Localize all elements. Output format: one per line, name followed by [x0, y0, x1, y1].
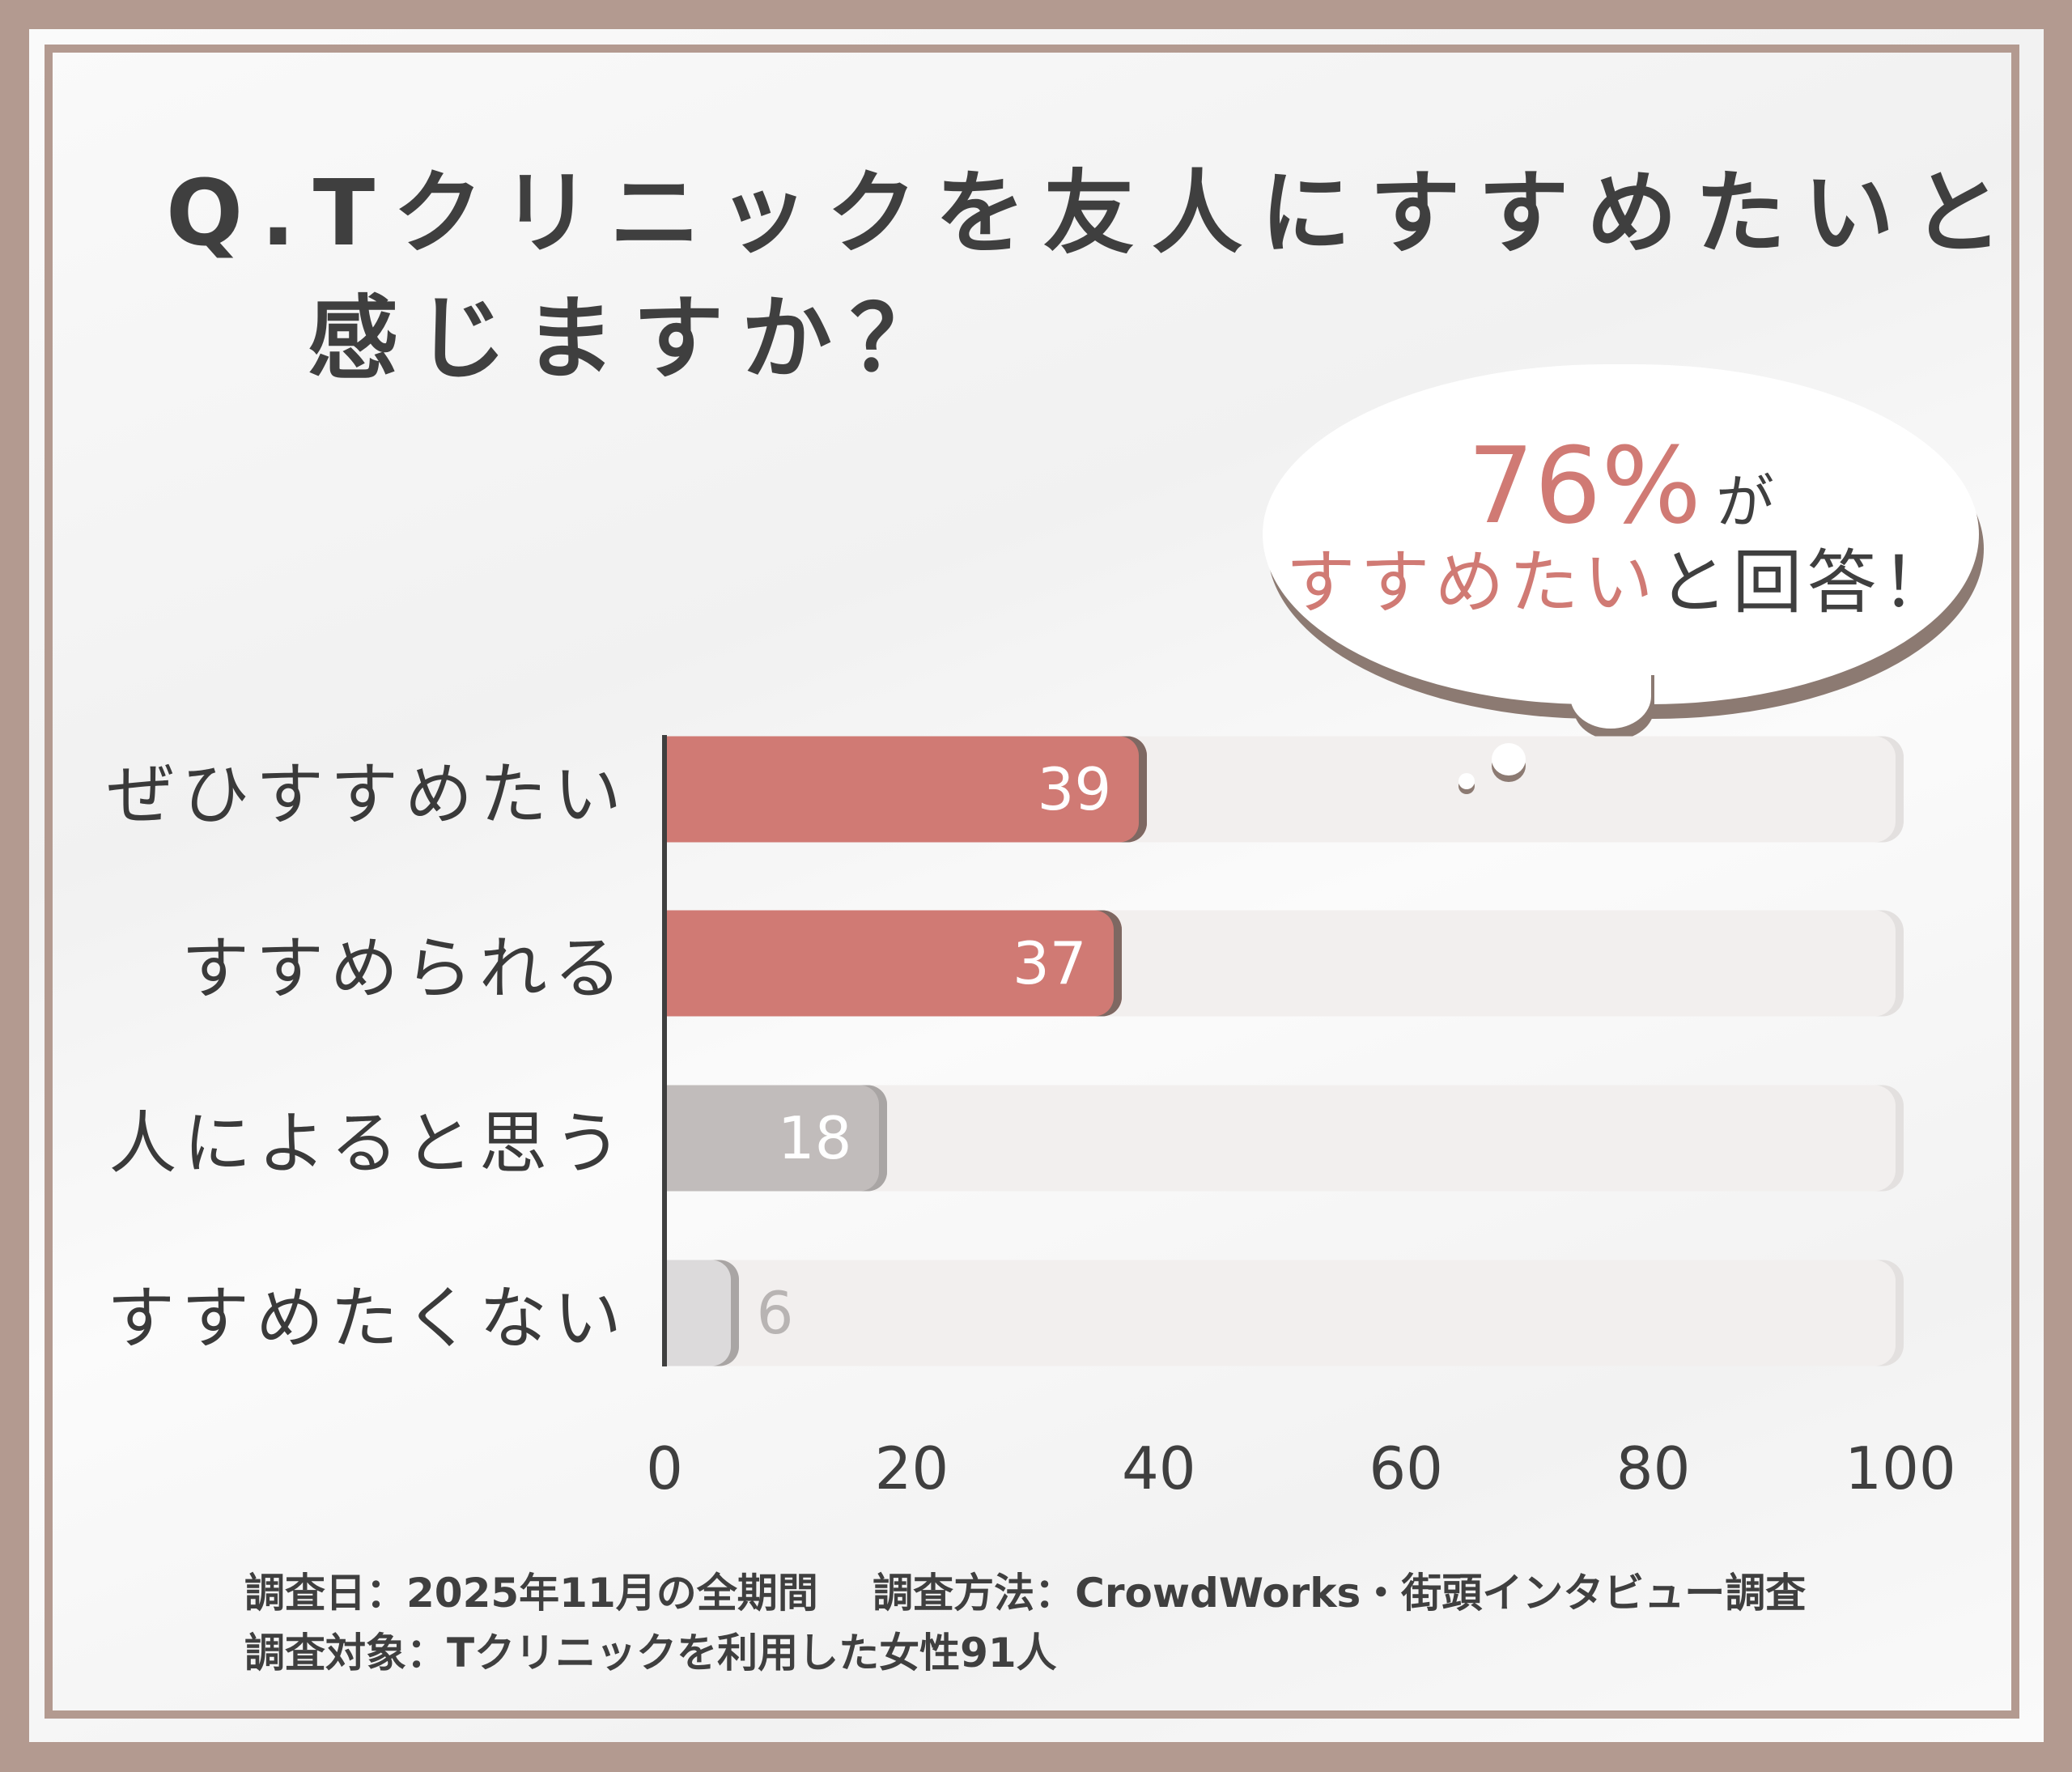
callout-particle: が	[1715, 468, 1774, 537]
callout-percent: 76%	[1467, 424, 1701, 548]
bubble-dot-small	[1458, 773, 1475, 789]
bar-value-label: 39	[1037, 755, 1112, 823]
bar	[664, 736, 1147, 843]
bar-value-label: 6	[756, 1279, 794, 1347]
card-frame	[45, 45, 2019, 1719]
bar	[664, 910, 1122, 1017]
category-label: ぜひすすめたい	[106, 754, 628, 835]
bar-value-label: 37	[1012, 929, 1087, 997]
callout: 76% が すすめたいと回答！	[1263, 380, 1979, 672]
bar	[664, 1085, 887, 1192]
callout-row: 76% が	[1467, 431, 1774, 542]
chart-title-line2: 感じますか？	[308, 287, 958, 392]
x-tick-label: 100	[1845, 1434, 1956, 1502]
footer-survey-info: 調査日：2025年11月の全期間 調査方法：CrowdWorks・街頭インタビュ…	[244, 1570, 1807, 1617]
bar-track	[664, 1260, 1904, 1366]
x-tick-label: 40	[1121, 1434, 1196, 1502]
callout-text: すすめたいと回答！	[1286, 545, 1956, 622]
callout-rest: と回答！	[1658, 542, 1956, 623]
x-tick-label: 60	[1369, 1434, 1443, 1502]
category-label: すすめたくない	[106, 1278, 628, 1358]
category-label: すすめられる	[180, 928, 628, 1009]
footer-survey-target: 調査対象：Tクリニックを利用した女性91人	[244, 1630, 1057, 1676]
speech-bubble	[1263, 364, 1979, 704]
bar	[664, 1260, 739, 1366]
card-background	[29, 29, 2044, 1742]
callout-highlight: すすめたい	[1285, 542, 1658, 623]
x-tick-label: 0	[646, 1434, 683, 1502]
bubble-dot-large	[1492, 743, 1526, 776]
x-tick-label: 80	[1616, 1434, 1691, 1502]
category-label: 人によると思う	[108, 1103, 628, 1183]
chart-title-line1: Q.Tクリニックを友人にすすめたいと	[166, 161, 2021, 266]
x-tick-label: 20	[874, 1434, 949, 1502]
speech-bubble-tail	[1570, 664, 1651, 729]
bar-value-label: 18	[777, 1104, 852, 1172]
y-axis-line	[662, 735, 667, 1366]
